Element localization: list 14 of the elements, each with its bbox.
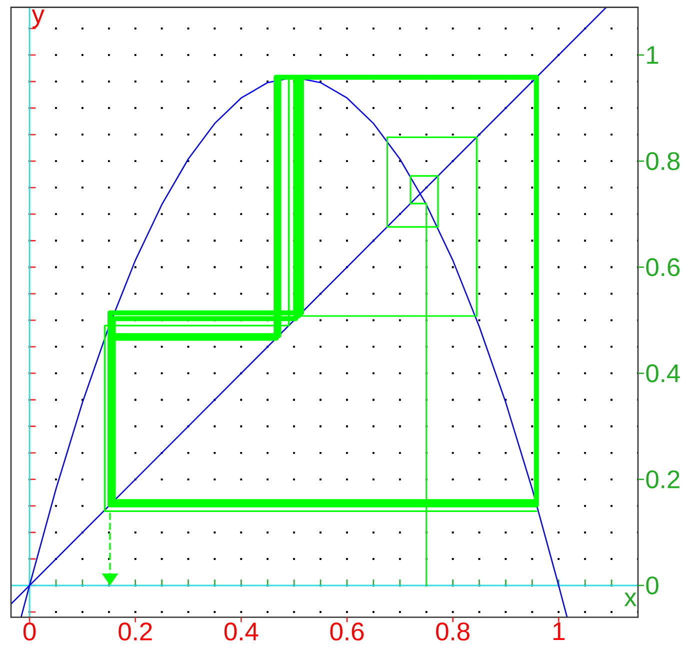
y-tick-label: 0.6 [646, 258, 680, 276]
x-axis-title: x [624, 592, 637, 606]
y-tick-label: 0.2 [646, 470, 680, 488]
x-tick-label: 0 [23, 622, 36, 641]
y-tick-label: 1 [647, 46, 658, 64]
y-tick-label: 0.8 [646, 152, 680, 170]
x-tick-label: 1 [553, 622, 564, 640]
x-tick-label: 0.8 [436, 622, 470, 641]
y-tick-label: 0.4 [646, 364, 680, 382]
y-tick-label: 0 [646, 576, 658, 594]
x-tick-label: 0.2 [118, 622, 152, 641]
y-axis-title: y [32, 9, 44, 28]
x-tick-label: 0.6 [330, 622, 364, 641]
x-tick-label: 0.4 [224, 622, 258, 641]
